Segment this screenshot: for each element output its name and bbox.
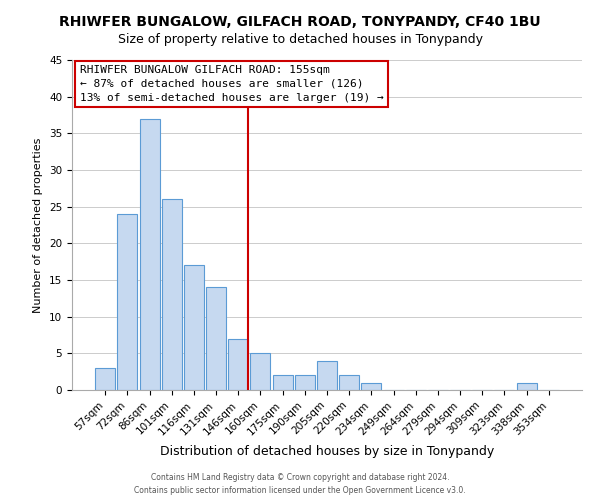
Y-axis label: Number of detached properties: Number of detached properties	[34, 138, 43, 312]
Text: Contains HM Land Registry data © Crown copyright and database right 2024.
Contai: Contains HM Land Registry data © Crown c…	[134, 474, 466, 495]
Bar	[317, 360, 337, 390]
Bar	[250, 354, 271, 390]
Text: RHIWFER BUNGALOW, GILFACH ROAD, TONYPANDY, CF40 1BU: RHIWFER BUNGALOW, GILFACH ROAD, TONYPAND…	[59, 15, 541, 29]
Bar	[295, 376, 315, 390]
Bar	[184, 266, 204, 390]
Bar	[272, 376, 293, 390]
Bar	[118, 214, 137, 390]
Bar	[228, 338, 248, 390]
Bar	[162, 200, 182, 390]
Bar	[206, 288, 226, 390]
Bar	[517, 382, 536, 390]
X-axis label: Distribution of detached houses by size in Tonypandy: Distribution of detached houses by size …	[160, 445, 494, 458]
Bar	[361, 382, 382, 390]
Text: RHIWFER BUNGALOW GILFACH ROAD: 155sqm
← 87% of detached houses are smaller (126): RHIWFER BUNGALOW GILFACH ROAD: 155sqm ← …	[80, 65, 383, 103]
Bar	[95, 368, 115, 390]
Text: Size of property relative to detached houses in Tonypandy: Size of property relative to detached ho…	[118, 32, 482, 46]
Bar	[339, 376, 359, 390]
Bar	[140, 118, 160, 390]
